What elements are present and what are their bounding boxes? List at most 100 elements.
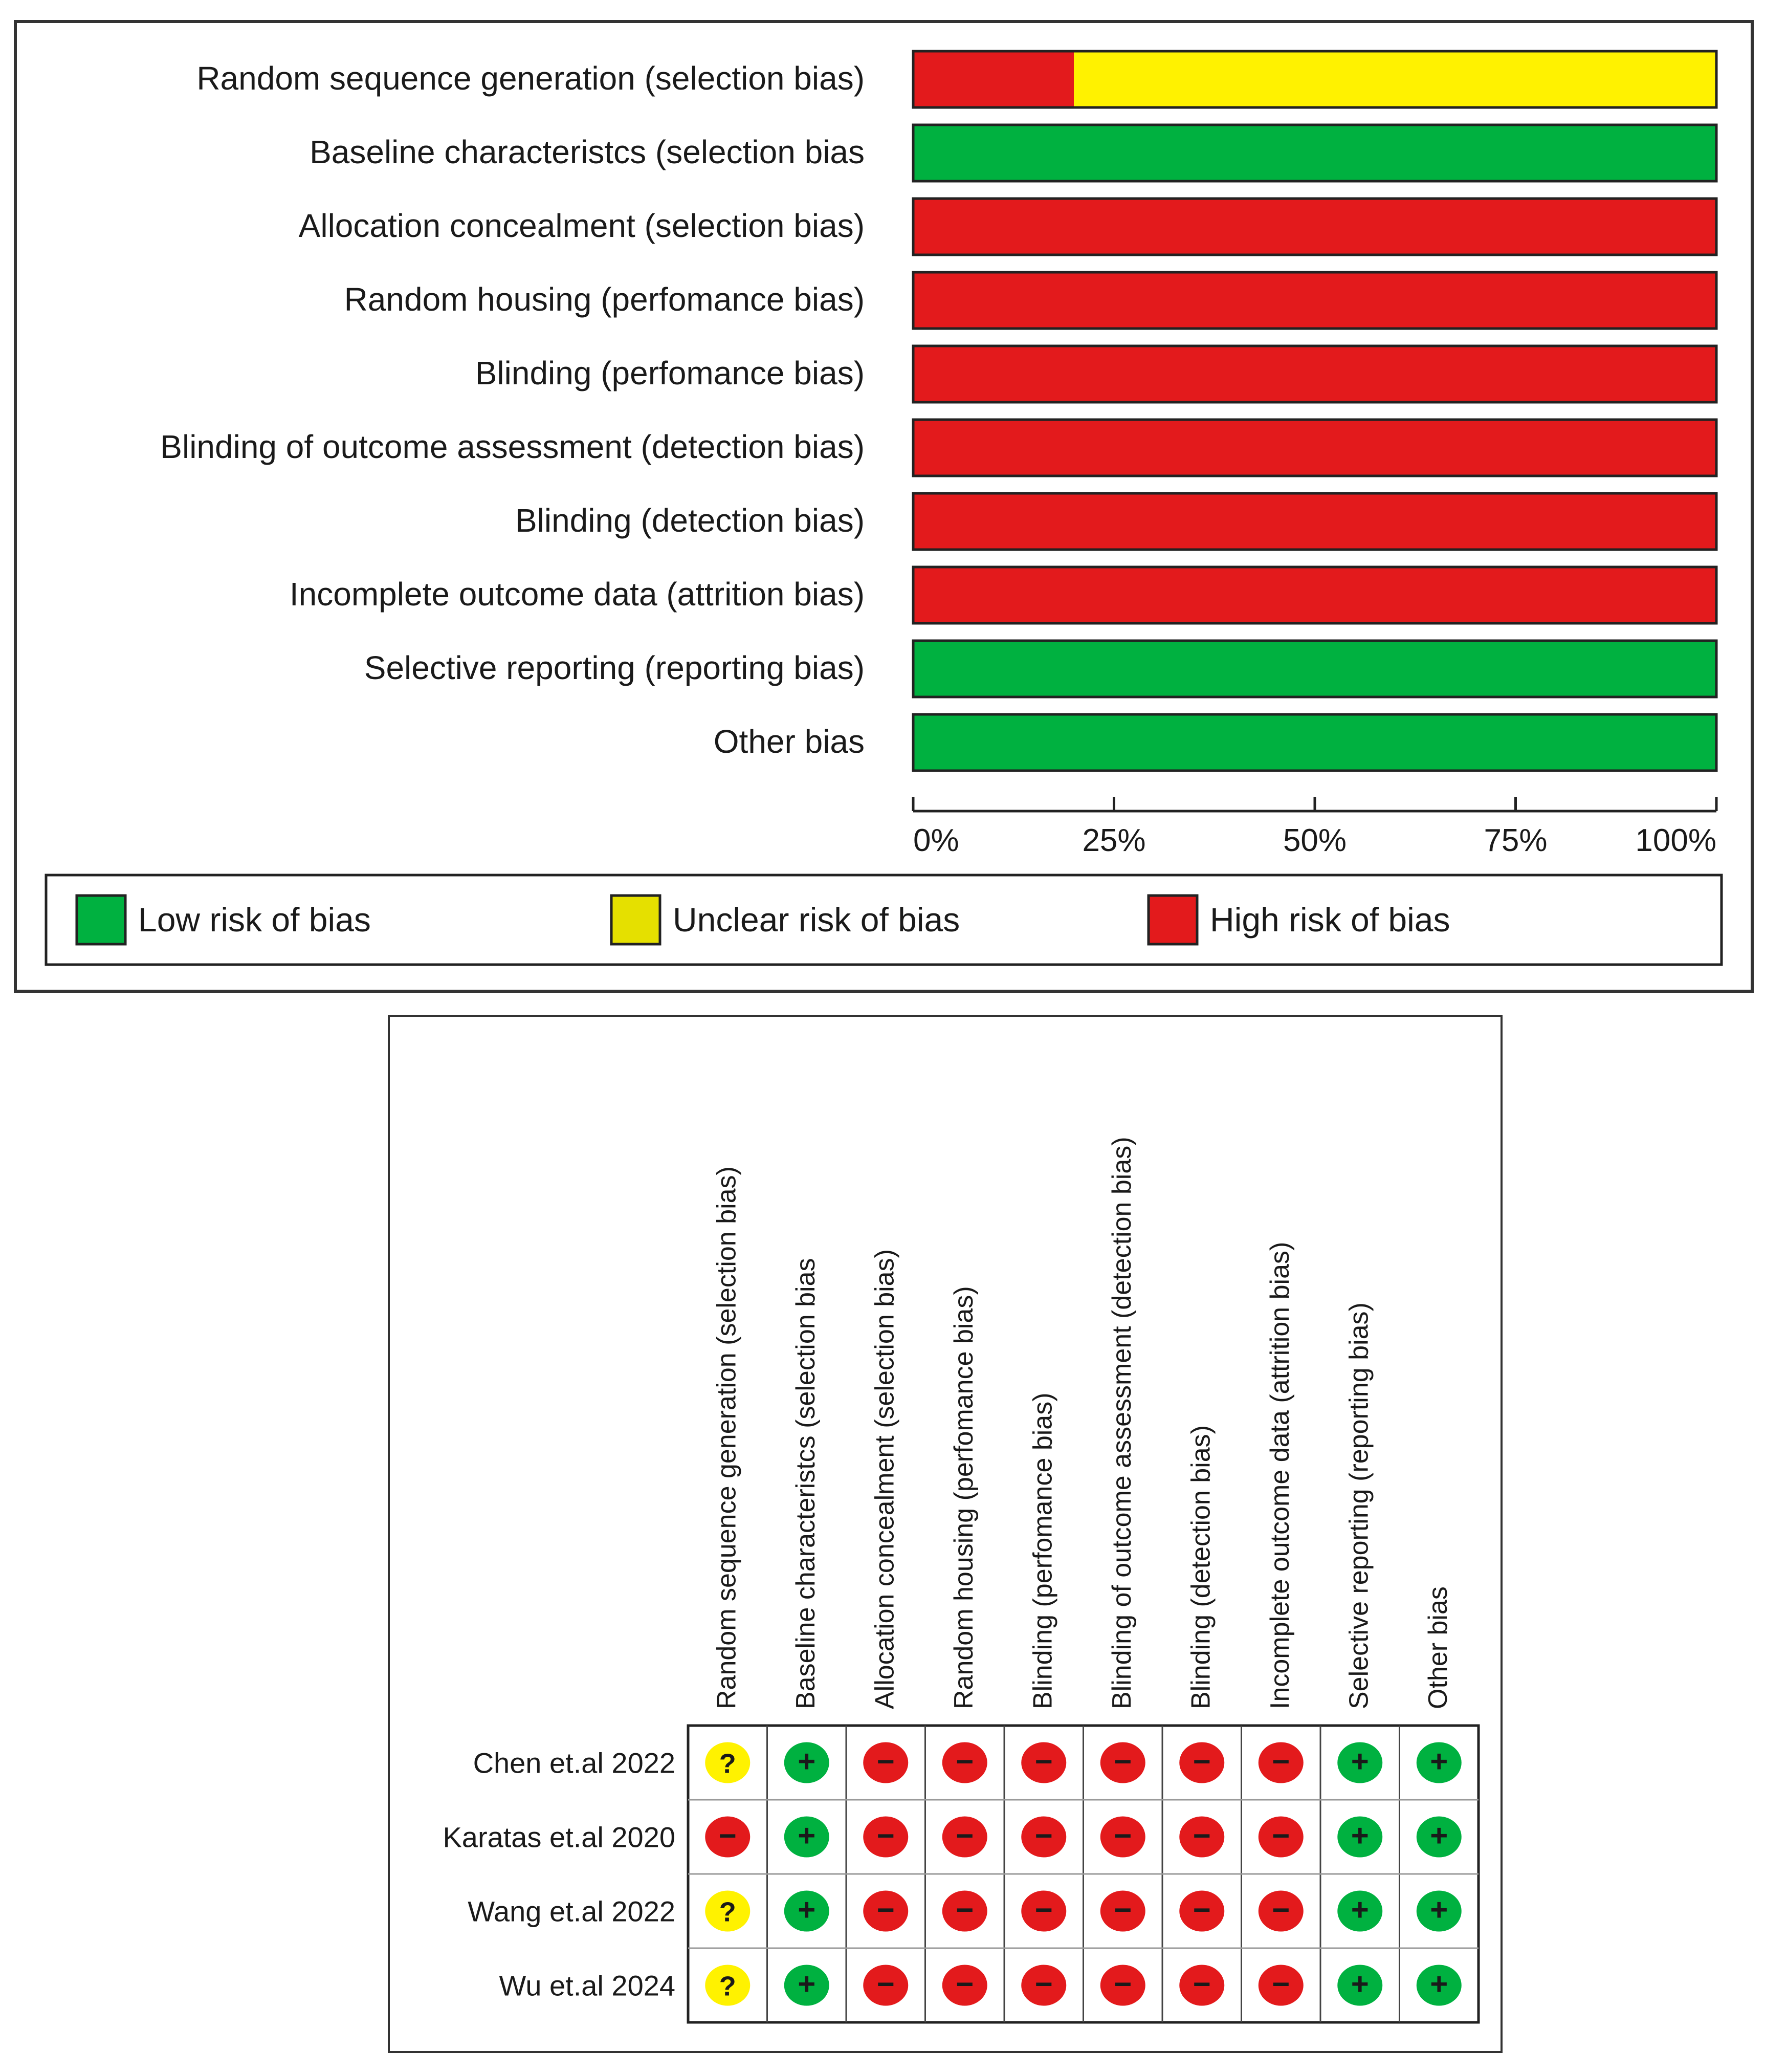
judgement-high-marker: [705, 1816, 751, 1858]
bar-outline: [912, 344, 1718, 404]
judgement-unclear-symbol: ?: [719, 1749, 736, 1779]
summary-study-label: Wang et.al 2022: [468, 1895, 675, 1928]
judgement-low-marker: [1337, 1816, 1383, 1858]
legend-box: [45, 874, 1723, 966]
judgement-unclear-symbol: ?: [719, 1971, 736, 2002]
bar-segment: [913, 714, 1716, 771]
judgement-low-symbol: +: [1430, 1744, 1448, 1779]
bar-segment: [913, 420, 1716, 476]
x-tick-label: 100%: [1635, 823, 1716, 858]
judgement-low-marker: [784, 1890, 829, 1932]
bar-category-label: Incomplete outcome data (attrition bias): [290, 576, 865, 613]
bar-segment: [913, 346, 1716, 402]
judgement-low-symbol: +: [1351, 1744, 1369, 1779]
judgement-high-marker: [1179, 1890, 1225, 1932]
judgement-high-symbol: −: [1035, 1967, 1053, 2001]
judgement-low-marker: [784, 1965, 829, 2006]
judgement-high-marker: [1100, 1890, 1145, 1932]
x-tick-label: 25%: [1082, 823, 1145, 858]
bar-category-label: Baseline characteristcs (selection bias: [310, 134, 865, 170]
judgement-high-symbol: −: [1272, 1967, 1290, 2001]
summary-study-label: Chen et.al 2022: [473, 1747, 675, 1779]
summary-column-header: Blinding of outcome assessment (detectio…: [1107, 1137, 1137, 1709]
judgement-high-symbol: −: [1114, 1819, 1132, 1853]
judgement-high-marker: [863, 1965, 909, 2006]
judgement-low-symbol: +: [1430, 1819, 1448, 1853]
bar-segment: [913, 493, 1716, 550]
judgement-high-marker: [1021, 1965, 1067, 2006]
summary-column-header: Incomplete outcome data (attrition bias): [1265, 1242, 1295, 1709]
judgement-high-symbol: −: [1193, 1819, 1211, 1853]
judgement-high-symbol: −: [1035, 1819, 1053, 1853]
bar-category-label: Blinding (perfomance bias): [475, 355, 865, 391]
judgement-low-marker: [1416, 1965, 1462, 2006]
x-tick-label: 50%: [1283, 823, 1347, 858]
judgement-high-symbol: −: [956, 1744, 974, 1779]
judgement-unclear-symbol: ?: [719, 1897, 736, 1928]
summary-column-header: Allocation concealment (selection bias): [870, 1249, 899, 1709]
summary-column-header: Baseline characteristcs (selection bias: [791, 1258, 821, 1709]
judgement-low-symbol: +: [1430, 1967, 1448, 2001]
judgement-high-marker: [863, 1816, 909, 1858]
bar-segment: [913, 567, 1716, 623]
bar-category-label: Selective reporting (reporting bias): [364, 649, 865, 686]
judgement-high-marker: [942, 1890, 987, 1932]
judgement-high-symbol: −: [1272, 1744, 1290, 1779]
summary-column-header: Blinding (detection bias): [1186, 1425, 1216, 1709]
legend-swatch: [1147, 894, 1199, 946]
judgement-high-symbol: −: [877, 1744, 895, 1779]
bar-category-label: Other bias: [714, 723, 865, 760]
bar-segment: [1074, 51, 1716, 107]
judgement-high-marker: [942, 1965, 987, 2006]
judgement-low-symbol: +: [1351, 1893, 1369, 1927]
judgement-high-marker: [1179, 1965, 1225, 2006]
judgement-high-symbol: −: [1272, 1819, 1290, 1853]
bar-outline: [912, 418, 1718, 477]
judgement-low-symbol: +: [1351, 1819, 1369, 1853]
bar-category-label: Random housing (perfomance bias): [344, 281, 865, 318]
summary-column-header: Other bias: [1423, 1586, 1453, 1709]
judgement-low-marker: [784, 1816, 829, 1858]
judgement-high-symbol: −: [956, 1893, 974, 1927]
judgement-high-marker: [1021, 1742, 1067, 1783]
legend-label: High risk of bias: [1210, 901, 1450, 939]
legend-swatch: [610, 894, 661, 946]
judgement-unclear-marker: [705, 1965, 751, 2006]
judgement-high-marker: [863, 1890, 909, 1932]
judgement-low-symbol: +: [798, 1819, 815, 1853]
judgement-low-marker: [1416, 1742, 1462, 1783]
bar-segment: [913, 125, 1716, 181]
judgement-high-symbol: −: [1114, 1744, 1132, 1779]
bar-category-label: Blinding of outcome assessment (detectio…: [160, 428, 865, 465]
judgement-low-symbol: +: [1351, 1967, 1369, 2001]
judgement-high-symbol: −: [1035, 1744, 1053, 1779]
judgement-low-marker: [1416, 1890, 1462, 1932]
risk-of-bias-graph: Random sequence generation (selection bi…: [45, 50, 1723, 966]
bar-outline: [912, 50, 1718, 109]
judgement-high-marker: [1100, 1816, 1145, 1858]
legend-label: Unclear risk of bias: [673, 901, 960, 939]
legend-label: Low risk of bias: [138, 901, 371, 939]
bar-segment: [913, 51, 1074, 107]
bar-category-label: Allocation concealment (selection bias): [299, 207, 865, 244]
bar-category-label: Blinding (detection bias): [515, 502, 865, 539]
judgement-high-symbol: −: [877, 1893, 895, 1927]
judgement-unclear-marker: [705, 1890, 751, 1932]
summary-column-header: Random housing (perfomance bias): [949, 1286, 979, 1709]
bar-outline: [912, 271, 1718, 330]
bar-segment: [913, 641, 1716, 697]
judgement-low-symbol: +: [798, 1967, 815, 2001]
judgement-high-symbol: −: [1193, 1967, 1211, 2001]
summary-study-label: Karatas et.al 2020: [443, 1821, 675, 1853]
judgement-high-symbol: −: [1035, 1893, 1053, 1927]
bar-segment: [913, 199, 1716, 255]
bar-outline: [912, 197, 1718, 256]
judgement-high-marker: [942, 1742, 987, 1783]
judgement-low-marker: [1337, 1742, 1383, 1783]
judgement-high-marker: [1021, 1890, 1067, 1932]
judgement-high-symbol: −: [1193, 1744, 1211, 1779]
judgement-high-marker: [942, 1816, 987, 1858]
risk-of-bias-summary: Random sequence generation (selection bi…: [443, 1137, 1480, 2024]
judgement-high-marker: [1179, 1742, 1225, 1783]
